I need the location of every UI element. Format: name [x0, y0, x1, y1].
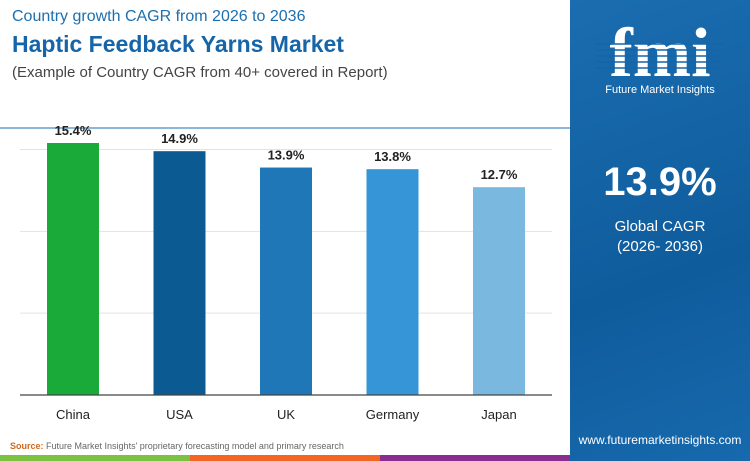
footer-strip-purple: [380, 455, 570, 461]
x-tick-label: China: [56, 407, 91, 422]
source-label: Source:: [10, 441, 44, 451]
side-panel: fmi Future Market Insights 13.9% Global …: [570, 0, 750, 461]
chart-title: Haptic Feedback Yarns Market: [12, 31, 344, 57]
bar-china: [47, 143, 99, 395]
footer-strip-green: [0, 455, 190, 461]
bar-usa: [153, 151, 206, 395]
footer-strip-orange: [190, 455, 380, 461]
bar-uk: [260, 167, 312, 395]
chart-note: (Example of Country CAGR from 40+ covere…: [12, 64, 388, 81]
data-label: 12.7%: [481, 167, 518, 182]
chart-subtitle: Country growth CAGR from 2026 to 2036: [12, 8, 306, 25]
bar-japan: [473, 187, 525, 395]
source-text: Future Market Insights' proprietary fore…: [46, 441, 344, 451]
bar-germany: [366, 169, 419, 395]
x-tick-label: Japan: [481, 407, 516, 422]
x-tick-label: UK: [277, 407, 295, 422]
global-cagr-period: (2026- 2036): [617, 238, 703, 255]
logo-text: Future Market Insights: [605, 84, 715, 96]
bar-chart: 15.4% China 14.9% USA 13.9% UK 13.8% Germany 12.…: [20, 123, 552, 422]
x-tick-label: Germany: [366, 407, 420, 422]
header-divider: [0, 127, 570, 129]
global-cagr-value: 13.9%: [603, 160, 717, 204]
data-label: 15.4%: [55, 123, 92, 138]
website-link[interactable]: www.futuremarketinsights.com: [578, 433, 742, 447]
global-cagr-label: Global CAGR: [614, 218, 706, 235]
data-label: 14.9%: [161, 131, 198, 146]
x-tick-label: USA: [166, 407, 193, 422]
fmi-logo: fmi: [595, 15, 725, 84]
data-label: 13.9%: [268, 148, 305, 163]
data-label: 13.8%: [374, 149, 411, 164]
source-note: Source: Future Market Insights' propriet…: [10, 441, 344, 451]
